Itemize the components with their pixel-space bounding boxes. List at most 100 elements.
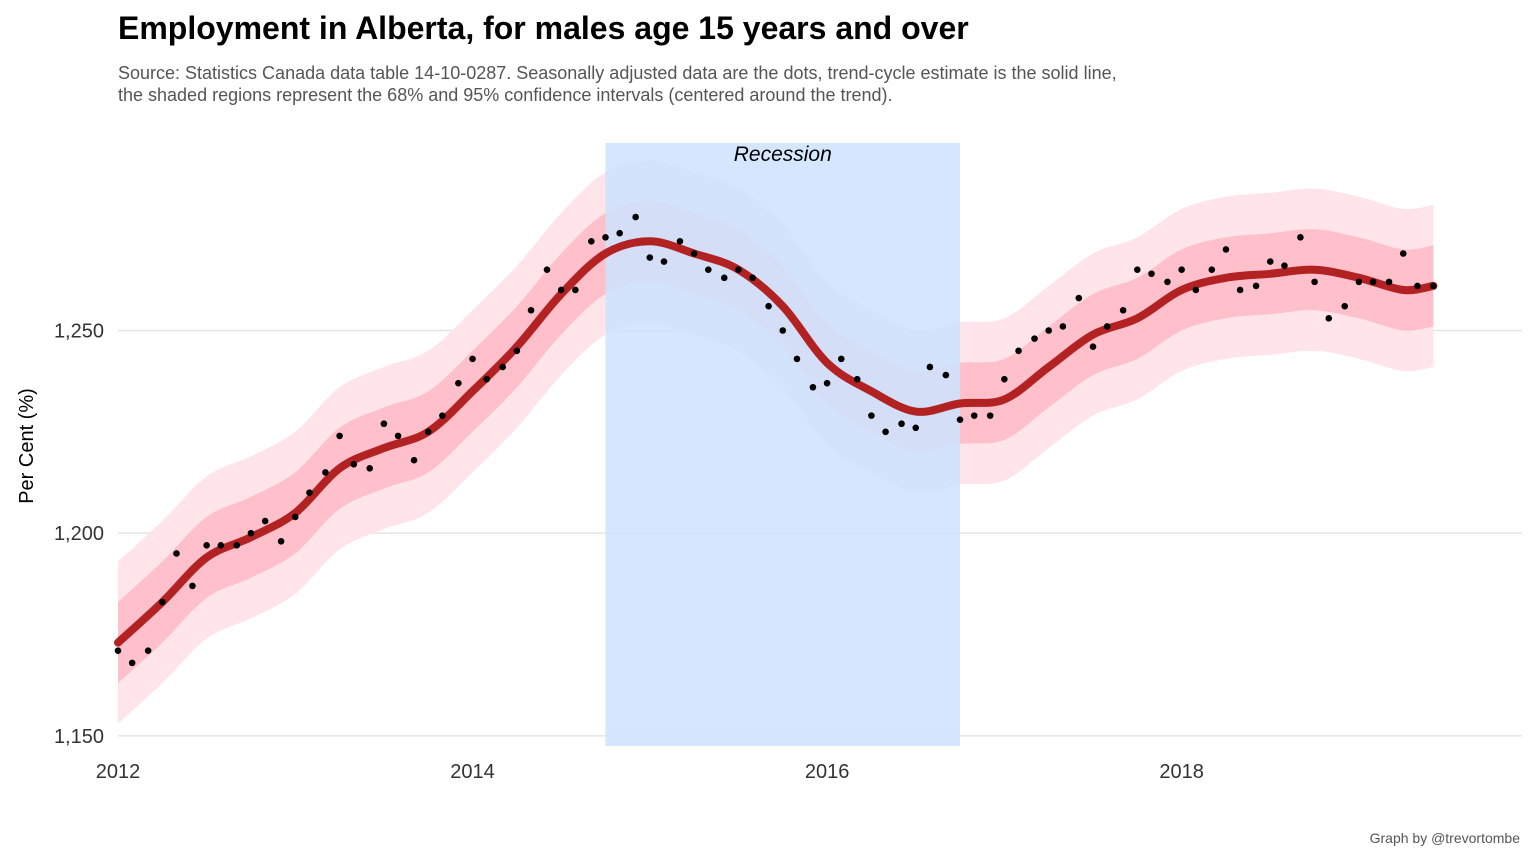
data-point: [366, 465, 374, 472]
data-point: [588, 238, 595, 245]
data-point: [394, 432, 402, 440]
data-point: [1297, 233, 1304, 241]
data-point: [676, 238, 684, 245]
x-tick-label: 2016: [805, 761, 850, 783]
chart-credit: Graph by @trevortombe: [1369, 830, 1520, 846]
data-point: [306, 489, 313, 496]
data-point: [513, 347, 521, 355]
data-point: [868, 412, 875, 419]
data-point: [1089, 343, 1097, 351]
data-point: [1311, 278, 1318, 286]
data-point: [735, 266, 742, 274]
data-point: [114, 647, 122, 655]
data-point: [749, 274, 756, 282]
data-point: [970, 412, 978, 419]
data-point: [1325, 315, 1333, 322]
recession-shading: Recession: [605, 143, 961, 746]
y-axis-label: Per Cent (%): [16, 388, 38, 504]
data-point: [217, 542, 225, 549]
data-point: [499, 363, 506, 371]
trend-line-group: [114, 237, 1438, 647]
data-point: [823, 379, 831, 387]
data-point: [277, 537, 285, 545]
data-point: [1031, 335, 1038, 342]
data-point: [247, 529, 255, 537]
data-point: [1178, 266, 1185, 274]
data-point: [1164, 278, 1171, 286]
data-point: [1281, 262, 1288, 269]
data-point: [1222, 246, 1230, 253]
axis-labels: 1,150 1,200 1,250 2012 2014 2016 2018 Per Cent …: [16, 321, 1204, 783]
data-point: [1414, 282, 1421, 290]
recession-band: [605, 143, 961, 746]
data-point: [439, 412, 446, 419]
data-point: [543, 266, 551, 274]
data-point: [779, 327, 787, 334]
data-point: [1015, 347, 1022, 355]
data-point: [159, 598, 166, 606]
data-point: [336, 432, 343, 440]
data-point: [203, 542, 210, 549]
data-point: [646, 254, 654, 261]
y-tick-label: 1,150: [54, 726, 104, 748]
ci68-band: [118, 200, 1434, 684]
data-point: [1059, 323, 1067, 330]
data-point: [410, 456, 418, 464]
data-point: [912, 424, 920, 432]
data-point: [1075, 294, 1083, 302]
data-point: [705, 266, 712, 274]
data-point: [765, 302, 772, 310]
data-point: [1148, 270, 1155, 278]
recession-label: Recession: [734, 143, 832, 166]
data-point: [527, 306, 535, 314]
data-point: [1252, 282, 1260, 290]
y-tick-label: 1,200: [54, 523, 104, 545]
data-point: [380, 420, 388, 428]
data-points: [114, 213, 1437, 667]
x-tick-label: 2012: [96, 761, 141, 783]
data-point: [690, 250, 698, 257]
data-point: [572, 286, 579, 294]
data-point: [898, 420, 905, 428]
data-point: [1399, 250, 1407, 257]
data-point: [1119, 306, 1127, 314]
data-point: [469, 355, 476, 363]
data-point: [837, 355, 845, 363]
data-point: [173, 550, 180, 557]
data-point: [720, 274, 728, 282]
data-point: [632, 213, 639, 221]
data-point: [1134, 266, 1141, 274]
data-point: [233, 542, 241, 549]
data-point: [1369, 278, 1377, 286]
data-point: [942, 371, 950, 379]
x-tick-label: 2014: [450, 761, 495, 783]
data-point: [809, 383, 817, 391]
data-point: [1430, 282, 1437, 290]
data-point: [882, 428, 889, 436]
data-point: [455, 379, 462, 387]
data-point: [956, 416, 964, 423]
data-point: [1045, 327, 1052, 334]
data-point: [291, 513, 299, 521]
subtitle-line-2: the shaded regions represent the 68% and…: [118, 85, 893, 105]
data-point: [144, 647, 152, 655]
data-point: [986, 412, 994, 419]
data-point: [1192, 286, 1200, 294]
chart-title: Employment in Alberta, for males age 15 …: [118, 10, 969, 46]
data-point: [322, 469, 329, 476]
data-point: [189, 582, 196, 590]
data-point: [926, 363, 934, 371]
data-point: [616, 229, 623, 237]
data-point: [557, 286, 565, 294]
data-point: [1355, 278, 1363, 286]
data-point: [261, 517, 269, 525]
confidence-bands: [118, 160, 1434, 724]
data-point: [1341, 302, 1349, 310]
y-tick-label: 1,250: [54, 321, 104, 343]
data-point: [660, 258, 668, 265]
data-point: [1103, 323, 1111, 330]
data-point: [128, 659, 136, 667]
data-point: [1208, 266, 1216, 274]
data-point: [602, 233, 609, 241]
